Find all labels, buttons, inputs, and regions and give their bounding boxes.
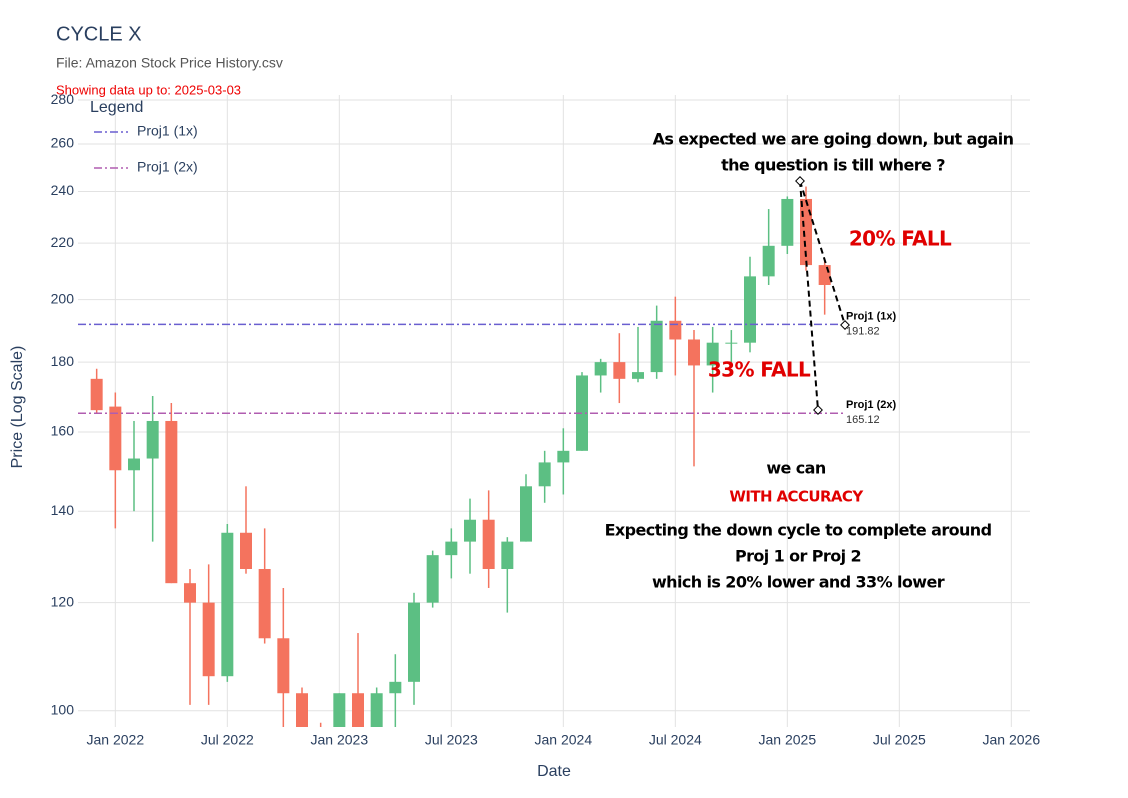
y-axis-title: Price (Log Scale) [9,346,26,469]
candle-body [706,342,719,366]
candle-body [240,532,252,569]
plot-area [78,95,1030,727]
candle-body [688,339,700,366]
data-note: Showing data up to: 2025-03-03 [56,82,241,97]
legend-label: Proj1 (2x) [137,159,198,175]
candle-body [90,378,103,411]
annotation: the question is till where ? [721,156,945,175]
candle-body [146,420,159,459]
annotation: we can [766,459,825,478]
candle-body [464,519,476,542]
annotation: 33% FALL [708,358,811,382]
x-axis-title: Date [537,763,571,780]
annotation: which is 20% lower and 33% lower [652,573,945,592]
arrow [799,180,819,411]
candle-body [650,320,663,373]
candle-body [557,450,570,463]
candle-body [744,276,756,343]
x-tick-label: Jan 2025 [759,732,817,748]
projection-name: Proj1 (2x) [846,399,896,411]
candle-body [520,486,532,542]
candle-body [818,265,831,285]
candle-body [781,198,794,246]
candle-body [165,420,178,584]
y-tick-label: 160 [51,423,75,439]
arrow-head [813,405,823,415]
projection-name: Proj1 (1x) [846,310,896,322]
candle-body [408,602,420,682]
x-tick-label: Jul 2024 [649,732,702,748]
y-tick-label: 100 [51,701,75,717]
candle-body [258,568,271,639]
candle-body [221,532,234,677]
chart-title: CYCLE X [56,23,142,45]
candle-body [109,406,122,471]
candle-body [352,693,364,727]
projection-value: 191.82 [846,325,880,337]
annotation: Proj 1 or Proj 2 [735,547,861,566]
legend-label: Proj1 (1x) [137,123,198,139]
legend-title: Legend [90,99,143,116]
candle-body [128,458,140,471]
y-tick-label: 120 [51,593,75,609]
annotation: WITH ACCURACY [729,488,864,506]
annotations: As expected we are going down, but again… [605,130,1015,592]
candle-body [632,372,644,379]
candle-body [482,519,495,569]
candle-body [538,462,551,487]
candle-body [762,245,775,277]
candle-body [445,541,458,556]
candle-body [277,638,290,694]
y-tick-label: 240 [51,182,75,198]
candle-body [594,362,607,376]
annotation: As expected we are going down, but again [653,130,1014,149]
candle-body [202,602,215,677]
x-tick-label: Jul 2025 [873,732,926,748]
candle-body [389,681,402,694]
candle-body [296,693,308,727]
projection-value: 165.12 [846,414,880,426]
candle-body [370,693,383,727]
chart-subtitle: File: Amazon Stock Price History.csv [56,55,283,71]
x-tick-label: Jan 2024 [535,732,593,748]
y-tick-label: 280 [51,91,75,107]
candle-body [725,342,738,344]
annotation: 20% FALL [849,227,952,251]
x-tick-label: Jul 2022 [201,732,254,748]
candle-body [613,362,626,379]
arrow-head [840,320,850,330]
x-tick-label: Jan 2023 [311,732,369,748]
candle-body [333,693,346,727]
y-tick-label: 180 [51,353,75,369]
candle-body [184,583,196,603]
candle-body [501,541,514,569]
x-tick-label: Jan 2026 [983,732,1041,748]
arrow [799,180,846,326]
candle-body [426,555,439,603]
x-tick-label: Jan 2022 [87,732,145,748]
y-tick-label: 140 [51,502,75,518]
annotation: Expecting the down cycle to complete aro… [605,521,992,540]
candle-body [669,320,682,340]
x-tick-label: Jul 2023 [425,732,478,748]
arrow-head [795,176,805,186]
y-tick-label: 200 [51,290,75,306]
y-tick-label: 220 [51,234,75,250]
y-tick-label: 260 [51,135,75,151]
